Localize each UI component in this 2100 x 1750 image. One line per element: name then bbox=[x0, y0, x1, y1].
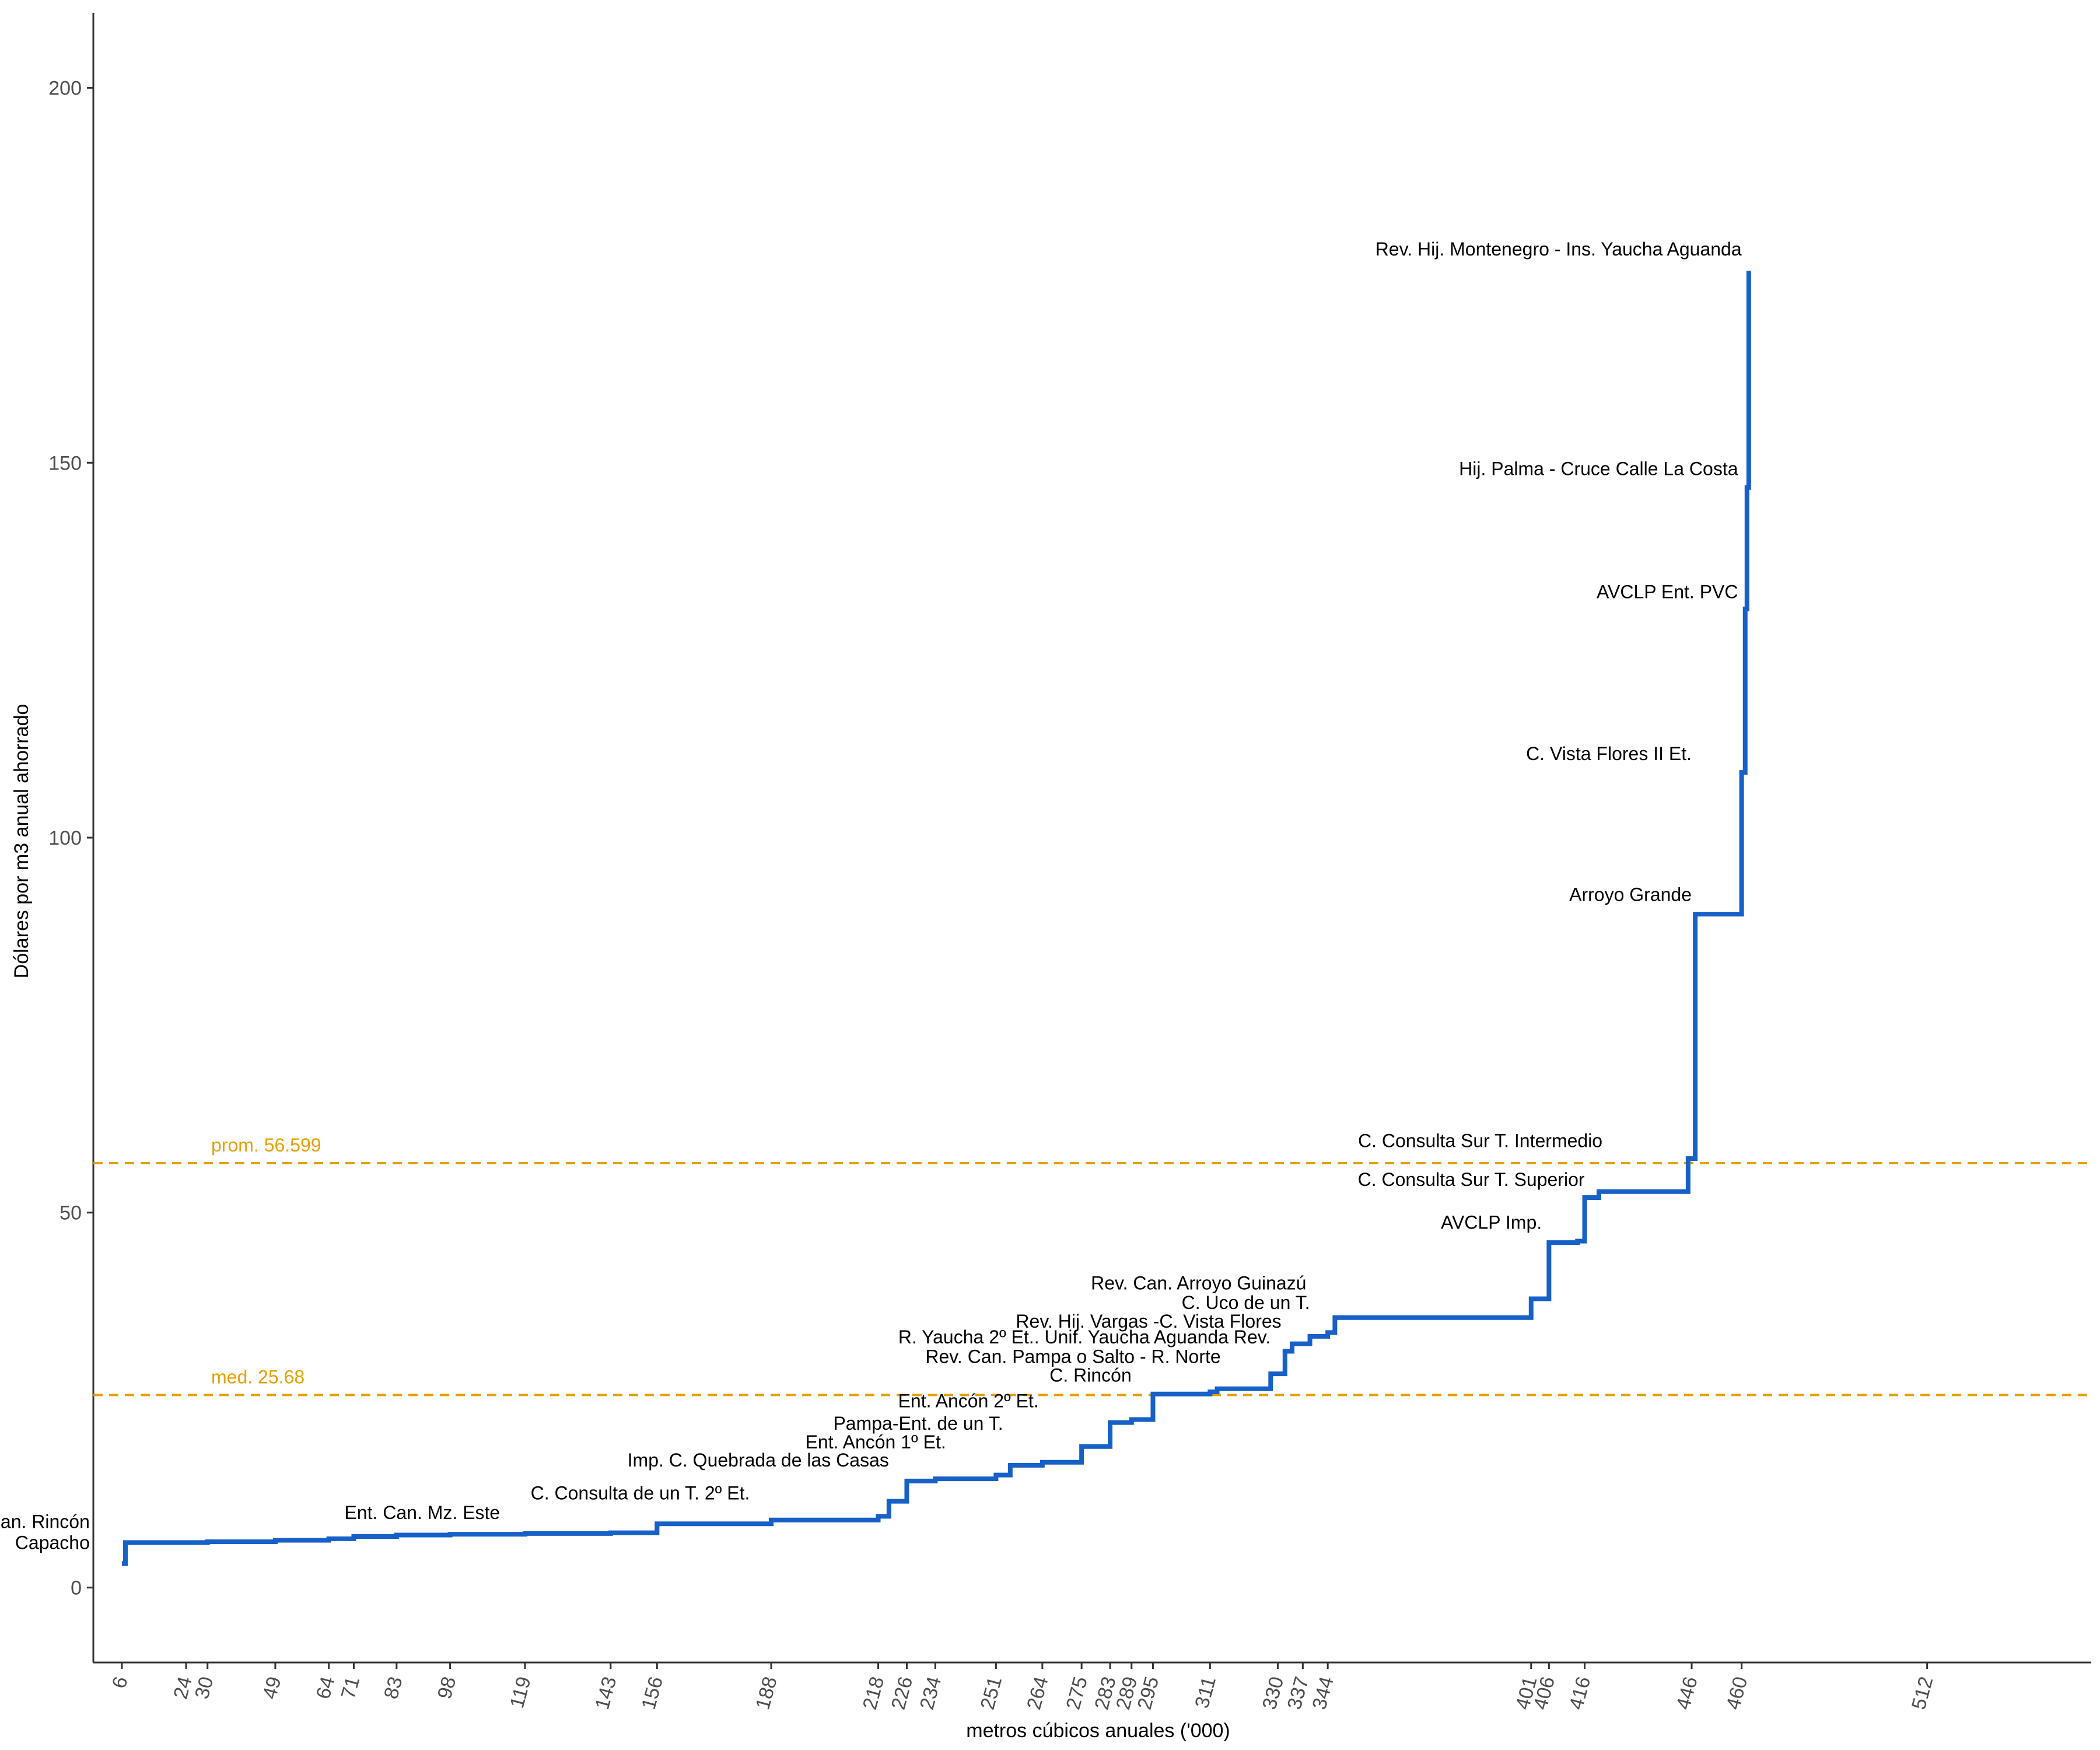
y-tick-label: 50 bbox=[60, 1202, 82, 1224]
x-tick-label: 251 bbox=[977, 1674, 1006, 1712]
data-annotation: Ent. Ancón 1º Et. bbox=[806, 1432, 946, 1452]
x-tick-label: 156 bbox=[638, 1674, 667, 1712]
x-tick-label: 6 bbox=[108, 1674, 132, 1690]
x-axis-title: metros cúbicos anuales ('000) bbox=[966, 1720, 1230, 1742]
x-tick-label: 64 bbox=[312, 1674, 339, 1701]
x-tick-label: 226 bbox=[887, 1674, 917, 1712]
data-annotation: Rev. Hij. Montenegro - Ins. Yaucha Aguan… bbox=[1376, 239, 1742, 260]
y-axis-title: Dólares por m3 anual ahorrado bbox=[10, 704, 33, 979]
series-step-line bbox=[121, 271, 1751, 1566]
reference-line-label: prom. 56.599 bbox=[211, 1135, 321, 1156]
y-tick-label: 0 bbox=[71, 1577, 82, 1599]
data-annotation: C. Consulta Sur T. Intermedio bbox=[1358, 1130, 1602, 1151]
data-annotation: Hij. Palma - Cruce Calle La Costa bbox=[1459, 459, 1738, 480]
x-tick-label: 218 bbox=[859, 1674, 888, 1712]
data-annotation: C. Uco de un T. bbox=[1182, 1292, 1310, 1313]
reference-line-label: med. 25.68 bbox=[211, 1366, 304, 1387]
data-annotation: Arroyo Grande bbox=[1569, 884, 1692, 905]
x-tick-label: 119 bbox=[506, 1674, 536, 1710]
data-annotation: Ent. Can. Mz. Este bbox=[344, 1502, 500, 1523]
x-tick-label: 83 bbox=[380, 1674, 407, 1701]
data-annotation: Can. Rincón bbox=[0, 1511, 90, 1532]
data-annotation: C. Vista Flores II Et. bbox=[1526, 743, 1692, 764]
data-annotation: Rev. Can. Arroyo Guinazú bbox=[1091, 1273, 1306, 1294]
data-annotation: Pampa-Ent. de un T. bbox=[833, 1413, 1003, 1434]
data-annotation: AVCLP Ent. PVC bbox=[1597, 581, 1738, 602]
x-tick-label: 446 bbox=[1672, 1674, 1702, 1712]
x-tick-label: 264 bbox=[1023, 1674, 1052, 1712]
data-annotation: C. Rincón bbox=[1049, 1365, 1132, 1386]
x-tick-label: 460 bbox=[1722, 1674, 1752, 1712]
x-tick-label: 188 bbox=[751, 1674, 781, 1712]
data-annotation: Capacho bbox=[15, 1532, 90, 1553]
y-tick-label: 100 bbox=[48, 827, 82, 849]
data-annotation: Rev. Can. Pampa o Salto - R. Norte bbox=[925, 1346, 1220, 1367]
x-tick-label: 49 bbox=[258, 1674, 285, 1701]
reference-lines: prom. 56.599 med. 25.68 bbox=[93, 1135, 2091, 1396]
series-layer bbox=[121, 271, 1751, 1566]
y-tick-label: 150 bbox=[48, 452, 82, 474]
data-annotation: C. Consulta Sur T. Superior bbox=[1358, 1169, 1585, 1190]
x-tick-label: 416 bbox=[1565, 1674, 1595, 1712]
data-annotation: Ent. Ancón 2º Et. bbox=[898, 1390, 1039, 1411]
data-annotation: C. Consulta de un T. 2º Et. bbox=[531, 1482, 750, 1503]
x-tick-label: 275 bbox=[1062, 1674, 1091, 1712]
data-annotation: AVCLP Imp. bbox=[1441, 1212, 1542, 1233]
data-annotation: Rev. Hij. Vargas -C. Vista Flores bbox=[1016, 1311, 1281, 1332]
x-tick-label: 143 bbox=[591, 1674, 621, 1712]
x-tick-label: 234 bbox=[916, 1674, 946, 1712]
data-annotation: R. Yaucha 2º Et.. Unif. Yaucha Aguanda R… bbox=[898, 1326, 1270, 1348]
x-tick-label: 512 bbox=[1908, 1674, 1937, 1712]
x-tick-label: 71 bbox=[337, 1674, 364, 1701]
data-annotation: Imp. C. Quebrada de las Casas bbox=[628, 1450, 889, 1471]
y-tick-label: 200 bbox=[48, 78, 82, 100]
x-tick-label: 30 bbox=[191, 1674, 218, 1701]
x-tick-label: 98 bbox=[433, 1674, 460, 1701]
x-tick-label: 311 bbox=[1191, 1674, 1220, 1710]
annotations: Rev. Hij. Montenegro - Ins. Yaucha Aguan… bbox=[0, 239, 1742, 1553]
